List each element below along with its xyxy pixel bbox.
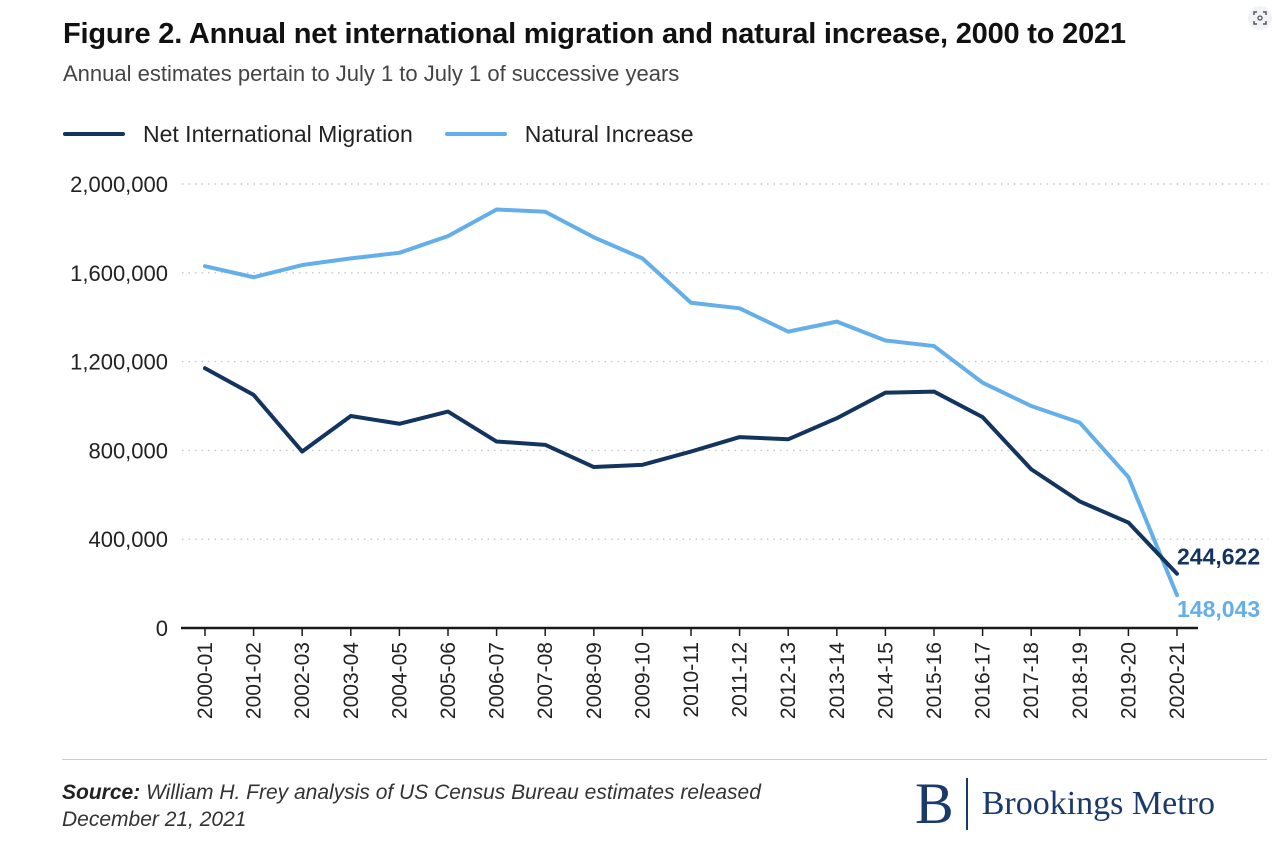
x-tick-label: 2015-16 — [923, 642, 946, 719]
x-tick-label: 2009-10 — [631, 642, 654, 719]
chart-legend: Net International Migration Natural Incr… — [63, 120, 726, 148]
x-tick-label: 2002-03 — [291, 642, 314, 719]
legend-item-net-migration: Net International Migration — [63, 121, 413, 148]
legend-label-net-migration: Net International Migration — [143, 120, 413, 147]
x-tick-label: 2020-21 — [1166, 642, 1189, 719]
source-label: Source: — [62, 781, 141, 804]
x-tick-label: 2006-07 — [486, 642, 509, 719]
logo-text: Brookings Metro — [981, 785, 1215, 822]
series-line-net-migration — [203, 366, 1179, 576]
x-tick-label: 2011-12 — [729, 642, 752, 718]
source-text: William H. Frey analysis of US Census Bu… — [62, 781, 761, 831]
chart-subtitle: Annual estimates pertain to July 1 to Ju… — [63, 61, 680, 86]
end-labels: 244,622 148,043 — [1177, 544, 1260, 622]
y-tick-label: 1,600,000 — [70, 261, 168, 286]
x-tick-label: 2003-04 — [340, 642, 363, 719]
x-tick-label: 2017-18 — [1020, 642, 1043, 719]
x-tick-label: 2008-09 — [583, 642, 606, 719]
source-note: Source: William H. Frey analysis of US C… — [62, 779, 822, 833]
legend-label-natural-increase: Natural Increase — [524, 120, 694, 147]
y-axis: 0 400,000 800,000 1,200,000 1,600,000 2,000,0… — [70, 172, 168, 641]
logo-divider — [965, 778, 968, 830]
series-line-natural-increase — [203, 207, 1179, 598]
scan-icon-glyph — [1253, 11, 1267, 25]
scan-icon[interactable] — [1248, 6, 1272, 30]
logo-mark: B — [915, 771, 954, 836]
x-tick-label: 2004-05 — [388, 642, 411, 719]
y-tick-label: 800,000 — [88, 438, 168, 463]
y-tick-label: 2,000,000 — [70, 172, 168, 197]
x-tick-label: 2005-06 — [437, 642, 460, 719]
legend-item-natural-increase: Natural Increase — [444, 120, 694, 148]
x-tick-label: 2007-08 — [534, 642, 557, 719]
footer-divider — [62, 759, 1267, 760]
y-tick-label: 1,200,000 — [70, 350, 168, 375]
chart-title: Figure 2. Annual net international migra… — [63, 18, 1126, 50]
series-lines — [203, 207, 1179, 598]
x-tick-label: 2012-13 — [777, 642, 800, 719]
end-label-net-migration: 244,622 — [1177, 544, 1260, 570]
x-tick-label: 2010-11 — [680, 642, 703, 718]
x-axis: 2000-01 2001-02 2002-03 2003-04 2004-05 2005-… — [181, 626, 1198, 719]
gridlines — [182, 183, 1268, 540]
legend-swatch-natural-increase — [444, 132, 507, 136]
x-tick-label: 2019-20 — [1117, 642, 1140, 719]
x-tick-label: 2014-15 — [874, 642, 897, 719]
x-tick-label: 2001-02 — [243, 642, 266, 719]
brookings-metro-logo: B Brookings Metro — [915, 771, 1215, 836]
y-tick-label: 400,000 — [88, 527, 168, 552]
legend-swatch-net-migration — [63, 132, 125, 136]
x-tick-label: 2000-01 — [194, 642, 217, 719]
end-label-natural-increase: 148,043 — [1177, 596, 1260, 622]
x-tick-label: 2013-14 — [826, 642, 849, 719]
x-tick-label: 2016-17 — [972, 642, 995, 719]
y-tick-label: 0 — [156, 616, 168, 641]
x-tick-label: 2018-19 — [1069, 642, 1092, 719]
